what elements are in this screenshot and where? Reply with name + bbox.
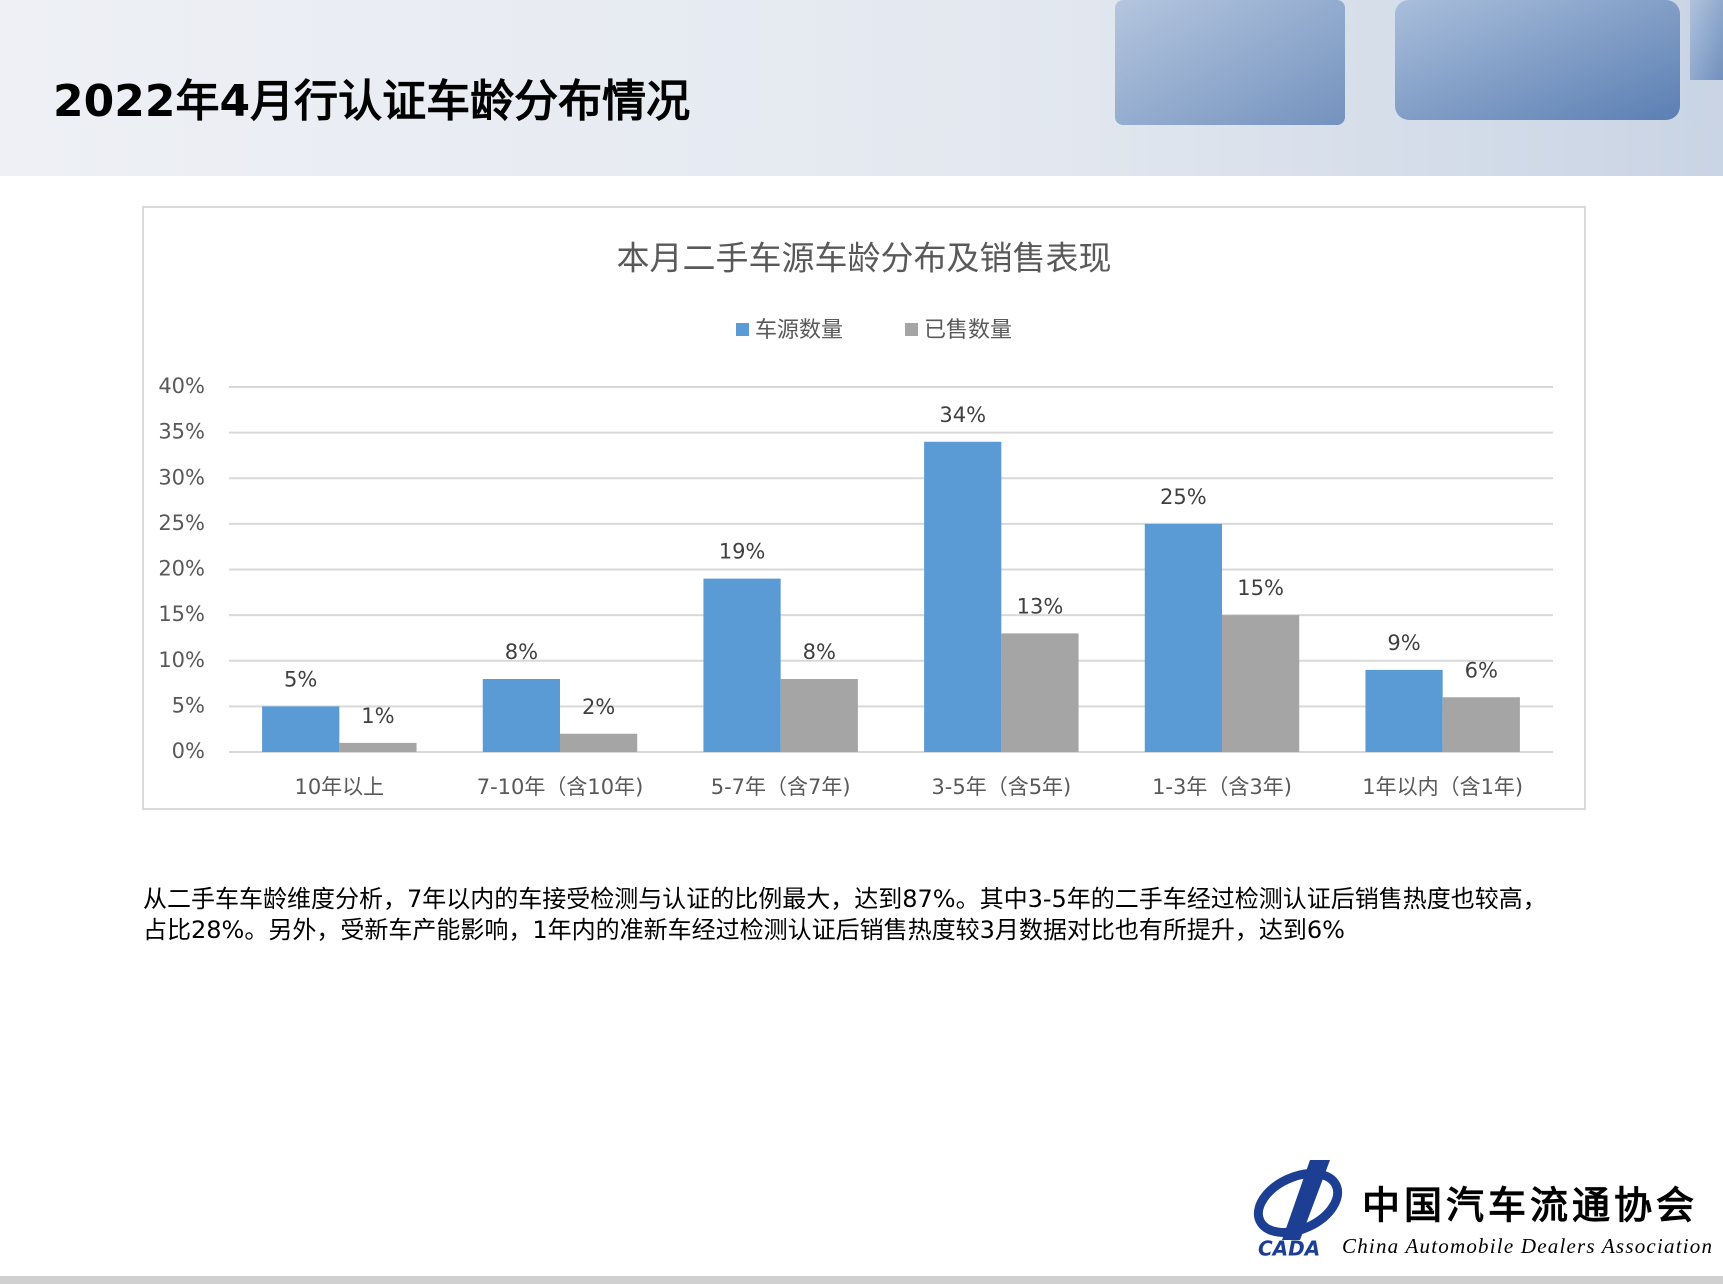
bar bbox=[1144, 523, 1222, 752]
chart-title: 本月二手车源车龄分布及销售表现 bbox=[617, 239, 1112, 278]
y-tick-label: 15% bbox=[158, 602, 205, 626]
y-tick-label: 5% bbox=[172, 693, 205, 717]
header-decoration bbox=[1115, 0, 1345, 125]
y-tick-label: 0% bbox=[172, 739, 205, 763]
y-tick-label: 20% bbox=[158, 557, 205, 581]
data-label: 6% bbox=[1465, 658, 1498, 682]
header-decoration bbox=[1690, 0, 1723, 80]
data-label: 1% bbox=[361, 704, 394, 728]
legend-label: 已售数量 bbox=[924, 318, 1012, 343]
legend-swatch bbox=[736, 323, 749, 336]
data-label: 13% bbox=[1017, 594, 1064, 618]
y-tick-label: 35% bbox=[158, 420, 205, 444]
bar bbox=[482, 679, 560, 752]
bottom-border bbox=[0, 1276, 1723, 1284]
header-decoration bbox=[1395, 0, 1680, 120]
bar bbox=[1365, 669, 1443, 752]
x-tick-label: 1年以内（含1年) bbox=[1362, 775, 1523, 799]
bar bbox=[780, 679, 858, 752]
x-tick-label: 1-3年（含3年) bbox=[1152, 775, 1292, 799]
bar bbox=[1001, 633, 1079, 752]
chart-frame bbox=[142, 206, 1586, 810]
logo-name-en: China Automobile Dealers Association bbox=[1342, 1234, 1712, 1258]
x-tick-label: 10年以上 bbox=[294, 775, 384, 799]
bar bbox=[339, 742, 417, 752]
y-tick-label: 25% bbox=[158, 511, 205, 535]
y-tick-label: 30% bbox=[158, 465, 205, 489]
legend: 车源数量 已售数量 bbox=[736, 318, 1012, 343]
legend-swatch bbox=[905, 323, 918, 336]
data-label: 5% bbox=[284, 667, 317, 691]
logo-name-cn: 中国汽车流通协会 bbox=[1362, 1184, 1698, 1228]
x-tick-label: 5-7年（含7年) bbox=[711, 775, 851, 799]
logo-mark bbox=[1282, 1160, 1330, 1240]
data-label: 34% bbox=[939, 403, 986, 427]
y-tick-label: 10% bbox=[158, 648, 205, 672]
x-tick-label: 3-5年（含5年) bbox=[931, 775, 1071, 799]
data-label: 8% bbox=[505, 640, 538, 664]
data-label: 8% bbox=[803, 640, 836, 664]
y-tick-label: 40% bbox=[158, 374, 205, 398]
bar bbox=[1442, 697, 1520, 752]
data-label: 9% bbox=[1387, 631, 1420, 655]
bar bbox=[560, 733, 638, 752]
bar bbox=[924, 441, 1002, 752]
paragraph: 从二手车车龄维度分析，7年以内的车接受检测与认证的比例最大，达到87%。其中3-… bbox=[143, 885, 1547, 944]
slide-title: 2022年4月行认证车龄分布情况 bbox=[53, 76, 690, 127]
legend-label: 车源数量 bbox=[755, 318, 843, 343]
bar bbox=[262, 706, 340, 752]
bar bbox=[703, 578, 781, 752]
data-label: 25% bbox=[1160, 485, 1207, 509]
bar bbox=[1222, 615, 1300, 752]
data-label: 15% bbox=[1237, 576, 1284, 600]
data-label: 19% bbox=[719, 540, 766, 564]
x-tick-label: 7-10年（含10年) bbox=[477, 775, 644, 799]
logo-ring bbox=[1253, 1168, 1343, 1238]
logo-abbr: CADA bbox=[1258, 1237, 1320, 1261]
data-label: 2% bbox=[582, 695, 615, 719]
logo: CADA 中国汽车流通协会 China Automobile Dealers A… bbox=[1253, 1160, 1712, 1261]
